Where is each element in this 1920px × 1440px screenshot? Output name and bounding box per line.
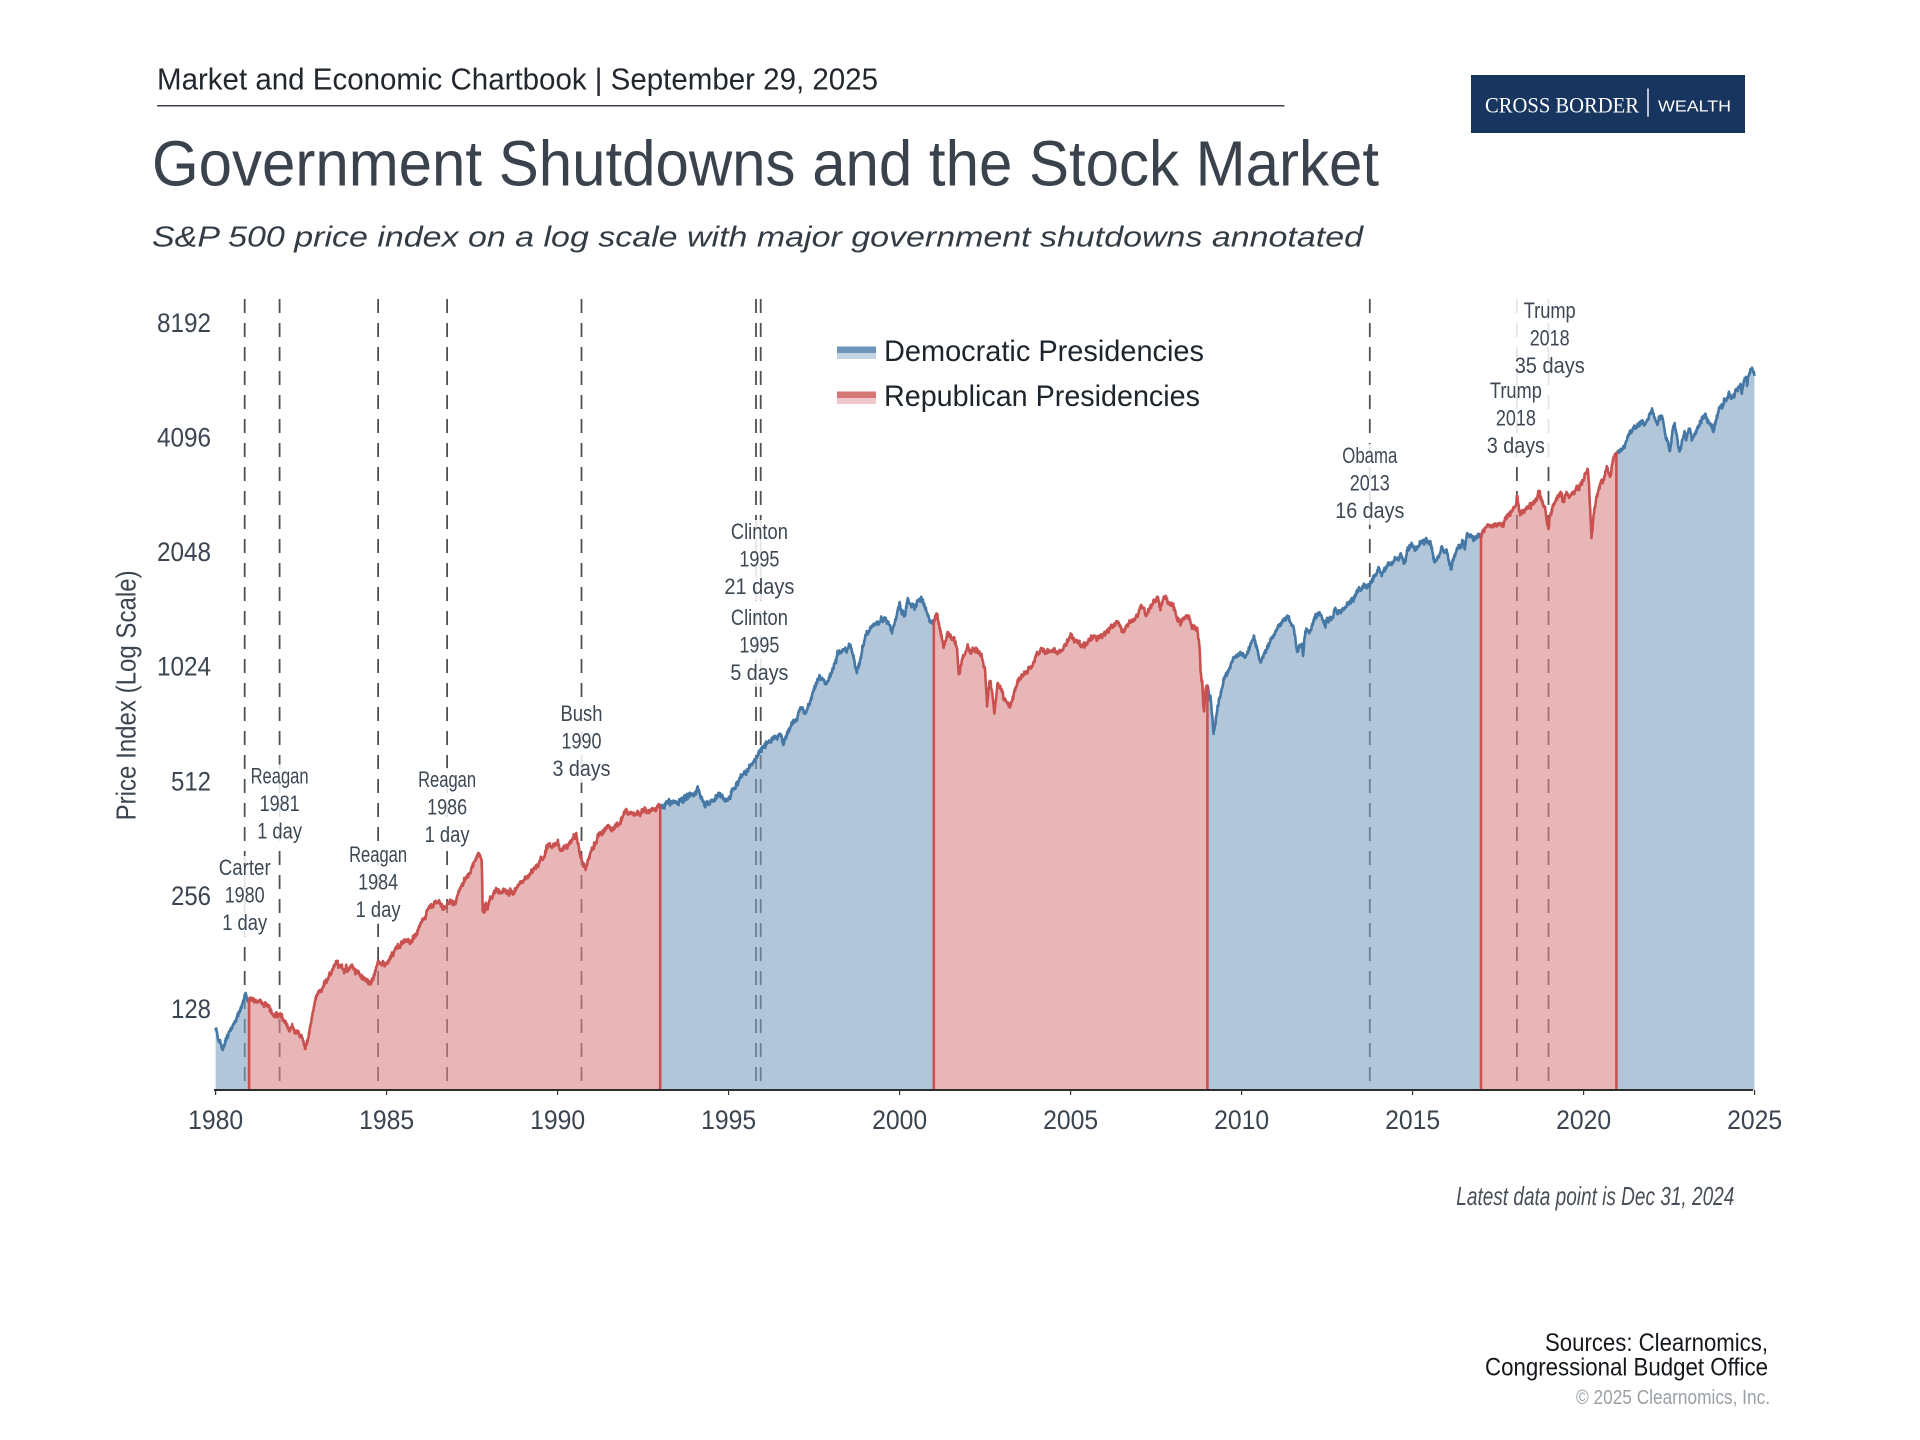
svg-text:Bush: Bush bbox=[561, 701, 603, 726]
svg-text:1 day: 1 day bbox=[425, 822, 470, 847]
svg-text:128: 128 bbox=[171, 994, 211, 1024]
svg-text:1986: 1986 bbox=[427, 794, 467, 819]
svg-text:256: 256 bbox=[171, 881, 211, 911]
svg-text:S&P 500 price index on a log s: S&P 500 price index on a log scale with … bbox=[152, 221, 1364, 253]
svg-text:1980: 1980 bbox=[225, 882, 265, 907]
svg-text:2000: 2000 bbox=[872, 1105, 927, 1135]
svg-text:2020: 2020 bbox=[1556, 1105, 1611, 1135]
svg-text:1981: 1981 bbox=[260, 791, 300, 816]
svg-text:16 days: 16 days bbox=[1335, 498, 1404, 523]
svg-text:Reagan: Reagan bbox=[251, 764, 309, 789]
svg-text:1995: 1995 bbox=[739, 632, 779, 657]
svg-text:Reagan: Reagan bbox=[349, 842, 407, 867]
svg-text:1995: 1995 bbox=[739, 546, 779, 571]
svg-text:2025: 2025 bbox=[1727, 1105, 1782, 1135]
svg-text:4096: 4096 bbox=[157, 423, 211, 453]
svg-text:1990: 1990 bbox=[562, 728, 602, 753]
svg-text:1 day: 1 day bbox=[257, 818, 302, 843]
svg-text:3 days: 3 days bbox=[553, 756, 611, 781]
svg-text:512: 512 bbox=[171, 766, 211, 796]
svg-text:Clinton: Clinton bbox=[731, 519, 788, 544]
svg-text:2018: 2018 bbox=[1530, 325, 1570, 350]
svg-text:1024: 1024 bbox=[157, 652, 211, 682]
svg-text:Obama: Obama bbox=[1342, 443, 1398, 468]
svg-text:Government Shutdowns and the S: Government Shutdowns and the Stock Marke… bbox=[152, 127, 1379, 199]
svg-text:Carter: Carter bbox=[219, 855, 271, 880]
svg-text:CROSS BORDER: CROSS BORDER bbox=[1485, 93, 1639, 118]
svg-text:Democratic Presidencies: Democratic Presidencies bbox=[884, 335, 1204, 368]
svg-text:2015: 2015 bbox=[1385, 1105, 1440, 1135]
svg-text:3 days: 3 days bbox=[1487, 433, 1545, 458]
svg-text:8192: 8192 bbox=[157, 308, 211, 338]
svg-text:2013: 2013 bbox=[1350, 470, 1390, 495]
svg-text:2010: 2010 bbox=[1214, 1105, 1269, 1135]
svg-text:1995: 1995 bbox=[701, 1105, 756, 1135]
svg-text:© 2025 Clearnomics, Inc.: © 2025 Clearnomics, Inc. bbox=[1576, 1387, 1770, 1409]
svg-text:1990: 1990 bbox=[530, 1105, 585, 1135]
svg-text:Republican Presidencies: Republican Presidencies bbox=[884, 380, 1200, 413]
svg-text:Price Index (Log Scale): Price Index (Log Scale) bbox=[111, 570, 142, 820]
svg-text:Congressional Budget Office: Congressional Budget Office bbox=[1485, 1353, 1768, 1381]
svg-text:1985: 1985 bbox=[359, 1105, 414, 1135]
svg-text:Latest data point is Dec 31, 2: Latest data point is Dec 31, 2024 bbox=[1456, 1181, 1734, 1211]
svg-text:WEALTH: WEALTH bbox=[1658, 99, 1731, 116]
svg-text:5 days: 5 days bbox=[730, 660, 788, 685]
svg-text:1984: 1984 bbox=[358, 869, 398, 894]
svg-text:Sources: Clearnomics,: Sources: Clearnomics, bbox=[1545, 1329, 1768, 1357]
svg-text:Trump: Trump bbox=[1524, 298, 1576, 323]
svg-text:2018: 2018 bbox=[1496, 405, 1536, 430]
svg-text:1980: 1980 bbox=[188, 1105, 243, 1135]
svg-text:35 days: 35 days bbox=[1515, 353, 1585, 378]
svg-text:21 days: 21 days bbox=[724, 574, 794, 599]
svg-text:2048: 2048 bbox=[157, 537, 211, 567]
svg-text:1 day: 1 day bbox=[356, 897, 401, 922]
svg-text:2005: 2005 bbox=[1043, 1105, 1098, 1135]
svg-text:1 day: 1 day bbox=[222, 910, 267, 935]
svg-text:Reagan: Reagan bbox=[418, 767, 476, 792]
svg-text:Clinton: Clinton bbox=[731, 605, 788, 630]
svg-text:Market and Economic Chartbook: Market and Economic Chartbook | Septembe… bbox=[157, 61, 878, 96]
svg-text:Trump: Trump bbox=[1490, 378, 1542, 403]
